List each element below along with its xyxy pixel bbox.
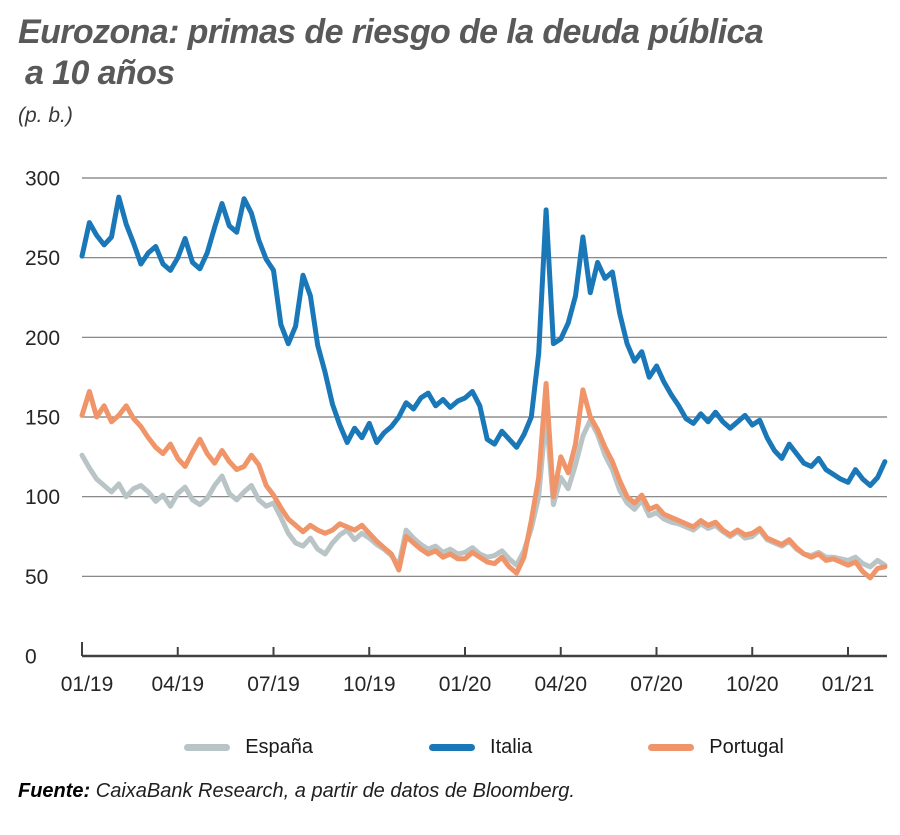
y-tick-label-250: 250 — [25, 247, 60, 270]
portugal-line-swatch — [648, 744, 695, 751]
x-tick-label-01/19: 01/19 — [61, 673, 114, 696]
y-tick-label-150: 150 — [25, 407, 60, 430]
legend-label-espana: España — [245, 736, 314, 758]
x-tick-label-07/20: 07/20 — [630, 673, 683, 696]
y-tick-label-0: 0 — [25, 646, 37, 669]
page-title-line1: Eurozona: primas de riesgo de la deuda p… — [18, 13, 764, 51]
source-text: CaixaBank Research, a partir de datos de… — [90, 780, 575, 802]
x-tick-label-01/20: 01/20 — [439, 673, 492, 696]
y-tick-label-100: 100 — [25, 486, 60, 509]
y-tick-label-50: 50 — [25, 566, 48, 589]
legend-item-portugal: Portugal — [648, 736, 784, 759]
series-line-portugal — [79, 381, 888, 581]
page-title-line2: a 10 años — [25, 53, 175, 92]
source-label: Fuente: — [18, 780, 91, 802]
chart-plot-area: 0 50 100 150 200 250 300 01/19 04/19 07/19 10/19 01… — [0, 148, 900, 708]
italia-line-swatch — [429, 744, 476, 751]
x-tick-label-01/21: 01/21 — [822, 673, 875, 696]
legend-item-italia: Italia — [429, 736, 532, 759]
chart-legend: España Italia Portugal — [82, 736, 886, 759]
series-line-italia — [79, 194, 888, 488]
x-tick-label-04/19: 04/19 — [151, 673, 204, 696]
source-note: Fuente: CaixaBank Research, a partir de … — [18, 780, 575, 803]
series-line-espana — [79, 411, 888, 570]
legend-label-portugal: Portugal — [709, 736, 784, 758]
x-tick-label-07/19: 07/19 — [247, 673, 300, 696]
espana-line-swatch — [184, 744, 231, 751]
legend-item-espana: España — [184, 736, 313, 759]
x-tick-label-10/20: 10/20 — [726, 673, 779, 696]
chart-unit-label: (p. b.) — [18, 104, 73, 127]
legend-label-italia: Italia — [490, 736, 533, 758]
y-tick-label-300: 300 — [25, 168, 60, 191]
line-chart-svg: 0 50 100 150 200 250 300 01/19 04/19 07/19 10/19 01… — [25, 168, 888, 696]
y-tick-label-200: 200 — [25, 327, 60, 350]
page-title: Eurozona: primas de riesgo de la deuda p… — [18, 12, 848, 94]
x-tick-label-10/19: 10/19 — [343, 673, 396, 696]
x-tick-label-04/20: 04/20 — [534, 673, 587, 696]
